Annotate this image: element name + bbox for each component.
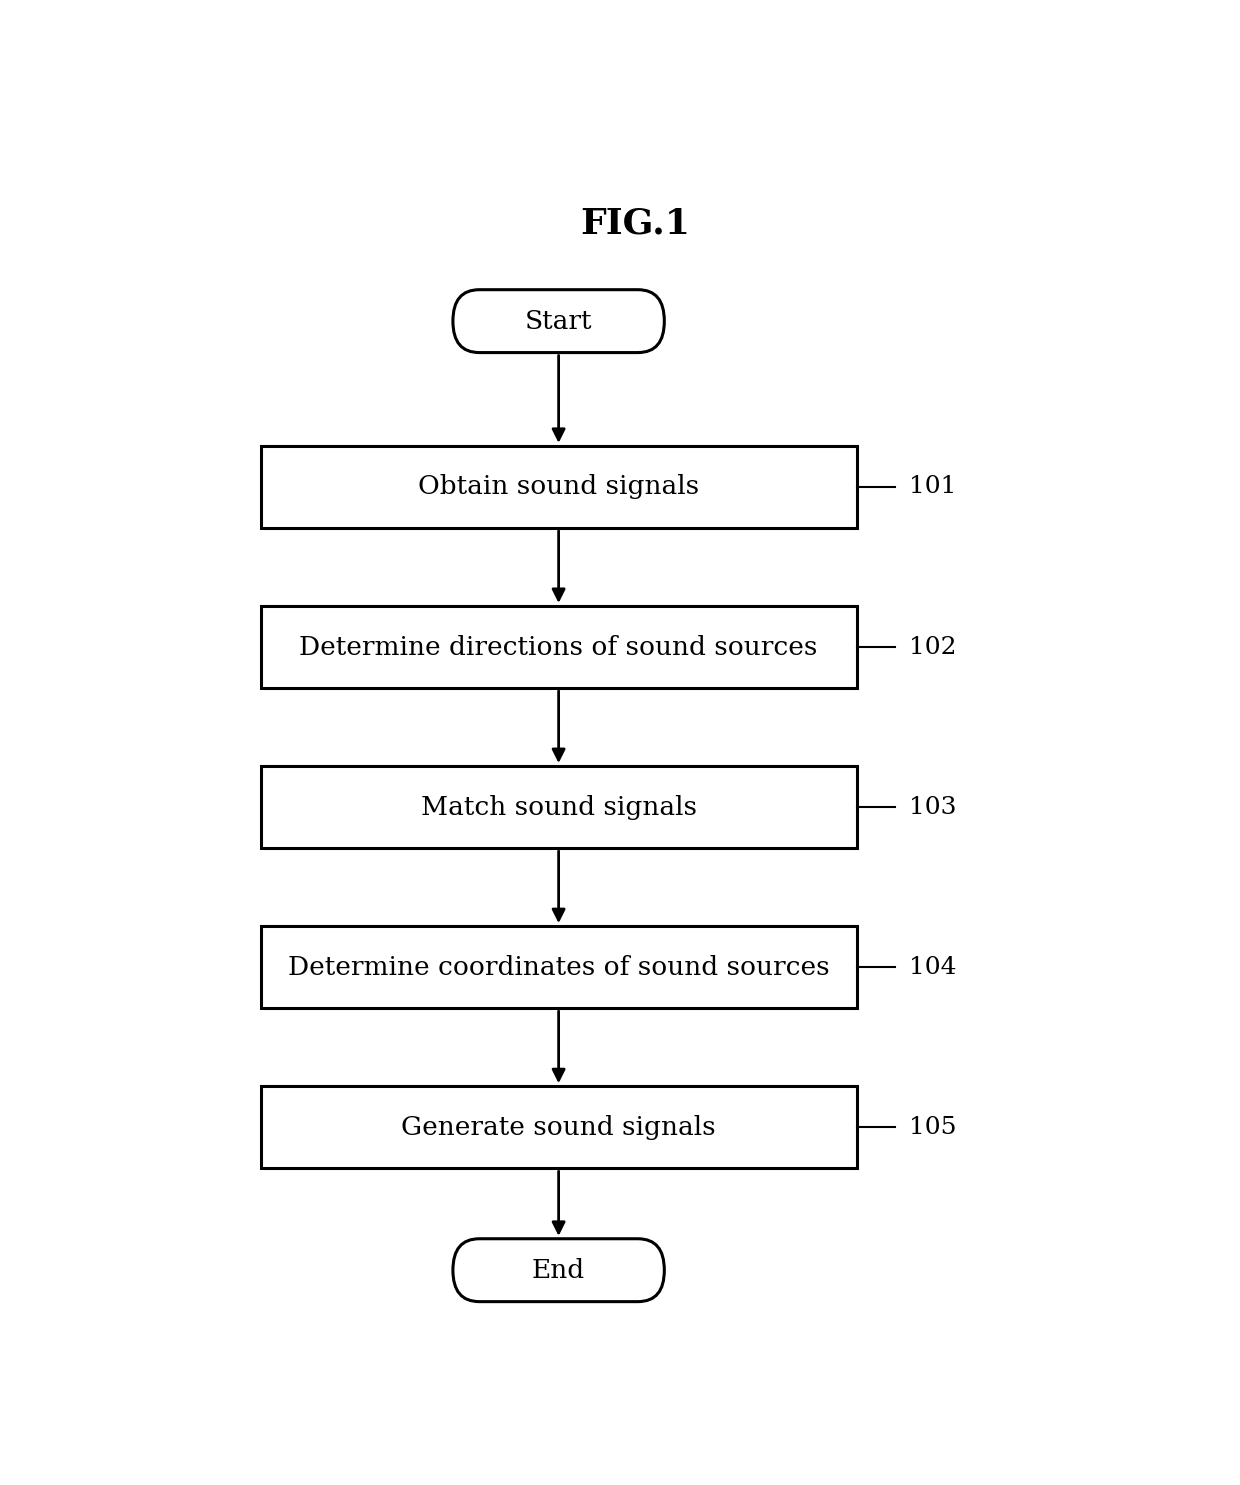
Text: 103: 103 <box>909 796 957 818</box>
Text: Determine coordinates of sound sources: Determine coordinates of sound sources <box>288 955 830 980</box>
Text: 102: 102 <box>909 636 957 658</box>
FancyBboxPatch shape <box>453 1238 665 1302</box>
Text: FIG.1: FIG.1 <box>580 206 691 241</box>
Text: Determine directions of sound sources: Determine directions of sound sources <box>299 634 818 659</box>
Text: 101: 101 <box>909 475 957 499</box>
Bar <box>260 446 857 529</box>
Bar <box>260 606 857 688</box>
Bar <box>260 1086 857 1169</box>
Text: Start: Start <box>525 309 593 334</box>
Bar <box>260 766 857 848</box>
Text: End: End <box>532 1258 585 1283</box>
FancyBboxPatch shape <box>453 290 665 352</box>
Text: Generate sound signals: Generate sound signals <box>402 1115 715 1140</box>
Text: 104: 104 <box>909 956 957 979</box>
Text: Obtain sound signals: Obtain sound signals <box>418 474 699 499</box>
Text: 105: 105 <box>909 1115 957 1139</box>
Text: Match sound signals: Match sound signals <box>420 794 697 820</box>
Bar <box>260 927 857 1008</box>
